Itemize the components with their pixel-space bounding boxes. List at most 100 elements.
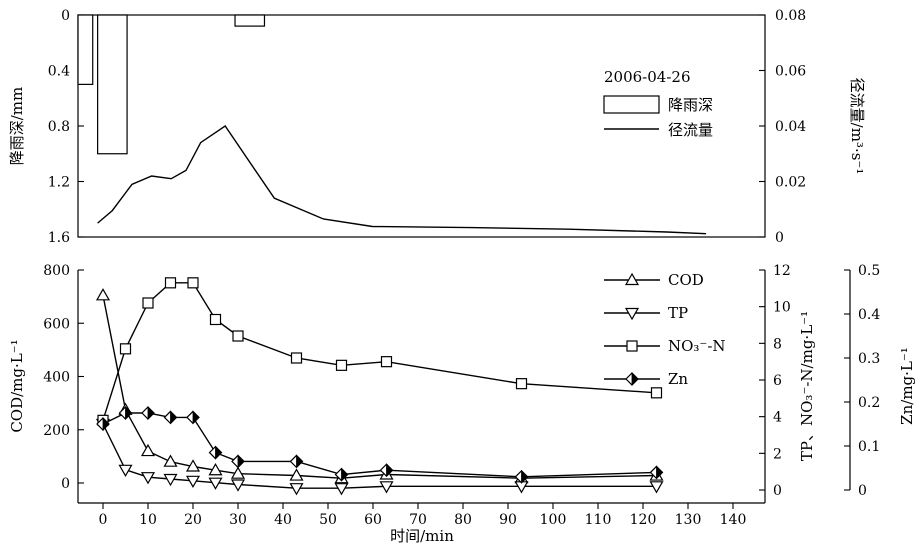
point-zn-fill [656, 465, 664, 480]
tick-label: 140 [720, 512, 747, 528]
tick-label: 0 [61, 476, 70, 492]
tick-label: 1.6 [48, 230, 70, 246]
tick-label: 0.06 [775, 64, 806, 80]
point-cod [208, 463, 223, 476]
legend-rain-label: 降雨深 [668, 96, 713, 114]
series-line-zn [102, 412, 657, 478]
legend-marker-fill [631, 372, 639, 386]
point-zn-fill [192, 410, 200, 425]
tick-label: 10 [139, 512, 157, 528]
tick-label: 0 [858, 483, 867, 499]
legend-runoff-label: 径流量 [668, 121, 713, 139]
bottom-left-ticks: 0 200 400 600 800 [43, 263, 84, 492]
tick-label: 0.02 [775, 175, 806, 191]
point-no3-n [209, 313, 222, 326]
tick-label: 70 [409, 512, 427, 528]
tick-label: 90 [499, 512, 517, 528]
tick-label: 6 [773, 373, 782, 389]
point-tp [140, 472, 156, 485]
point-cod [289, 468, 304, 481]
tick-label: 30 [229, 512, 247, 528]
tick-label: 110 [585, 512, 612, 528]
tick-label: 400 [43, 370, 70, 386]
point-tp [185, 475, 201, 489]
top-legend: 2006-04-26 降雨深 径流量 [603, 68, 713, 139]
tick-label: 0.4 [858, 307, 880, 323]
point-zn-fill [102, 417, 110, 431]
tick-label: 8 [773, 336, 782, 352]
tick-label: 130 [675, 512, 702, 528]
legend-label: Zn [668, 370, 688, 388]
tick-label: 0.5 [858, 263, 880, 279]
tick-label: 0.8 [48, 119, 70, 135]
point-zn-fill [296, 454, 304, 469]
legend-date: 2006-04-26 [604, 68, 690, 86]
bottom-right-ticks: 0 2 4 6 8 10 12 [759, 263, 791, 499]
top-left-axis-label: 降雨深/mm [8, 87, 26, 166]
legend-label: COD [668, 271, 704, 289]
point-no3-n [119, 343, 132, 355]
point-cod [140, 443, 156, 457]
point-zn-fill [215, 445, 223, 460]
rain-bar [77, 14, 94, 85]
zn-ticks: 0 0.1 0.2 0.3 0.4 0.5 [844, 263, 880, 499]
point-zn-fill [147, 406, 155, 420]
tick-label: 600 [43, 316, 70, 332]
bottom-right-axis-label: TP、NO₃⁻-N/mg·L⁻¹ [798, 311, 816, 461]
zn-axis-label: Zn/mg·L⁻¹ [898, 347, 916, 425]
x-ticks: 0 10 20 30 40 50 60 70 80 90 100 110 120 130 140 [99, 503, 747, 528]
tick-label: 100 [540, 512, 567, 528]
point-no3-n [650, 387, 663, 399]
rain-bars [77, 14, 266, 155]
bottom-legend: COD TP NO₃⁻-N Zn [604, 271, 726, 388]
point-zn-fill [521, 469, 529, 484]
point-tp [334, 483, 349, 496]
series-lines [102, 282, 657, 489]
tick-label: 200 [43, 423, 70, 439]
tick-label: 0 [61, 8, 70, 24]
series-markers [95, 277, 664, 496]
legend-label: TP [668, 304, 688, 322]
runoff-line [97, 125, 707, 235]
tick-label: 0.3 [858, 351, 880, 367]
rain-bar [234, 14, 266, 27]
tick-label: 0.4 [48, 64, 70, 80]
tick-label: 120 [630, 512, 657, 528]
legend-marker [626, 340, 638, 352]
point-tp [289, 483, 304, 496]
top-plot-frame [77, 14, 766, 238]
legend-marker [624, 272, 640, 286]
point-no3-n [380, 356, 393, 368]
point-zn-fill [386, 463, 394, 478]
top-panel: 0 0.4 0.8 1.2 1.6 0.08 0.06 0.04 0.02 0 降雨深/mm 径… [8, 8, 866, 246]
tick-label: 800 [43, 263, 70, 279]
point-no3-n [335, 359, 348, 371]
bottom-left-axis-label: COD/mg·L⁻¹ [8, 339, 26, 432]
point-zn-fill [237, 454, 245, 469]
point-no3-n [232, 330, 244, 342]
tick-label: 2 [773, 446, 782, 462]
series-line-no3-n [102, 282, 657, 421]
point-zn-fill [341, 467, 349, 482]
point-no3-n [515, 378, 528, 390]
top-right-ticks: 0.08 0.06 0.04 0.02 0 [759, 8, 806, 246]
tick-label: 1.2 [48, 175, 70, 191]
point-zn-fill [170, 410, 178, 425]
point-tp [379, 481, 394, 494]
point-no3-n [142, 297, 154, 309]
legend-marker [624, 307, 640, 321]
tick-label: 12 [773, 263, 791, 279]
tick-label: 0 [99, 512, 108, 528]
tick-label: 40 [274, 512, 292, 528]
point-cod [185, 459, 201, 472]
x-axis-label: 时间/min [390, 527, 454, 545]
point-no3-n [187, 277, 199, 289]
point-tp [649, 481, 664, 494]
tick-label: 4 [773, 410, 782, 426]
tick-label: 0 [775, 230, 784, 246]
tick-label: 50 [319, 512, 337, 528]
legend-rain-swatch [603, 95, 660, 114]
point-no3-n [290, 352, 303, 364]
